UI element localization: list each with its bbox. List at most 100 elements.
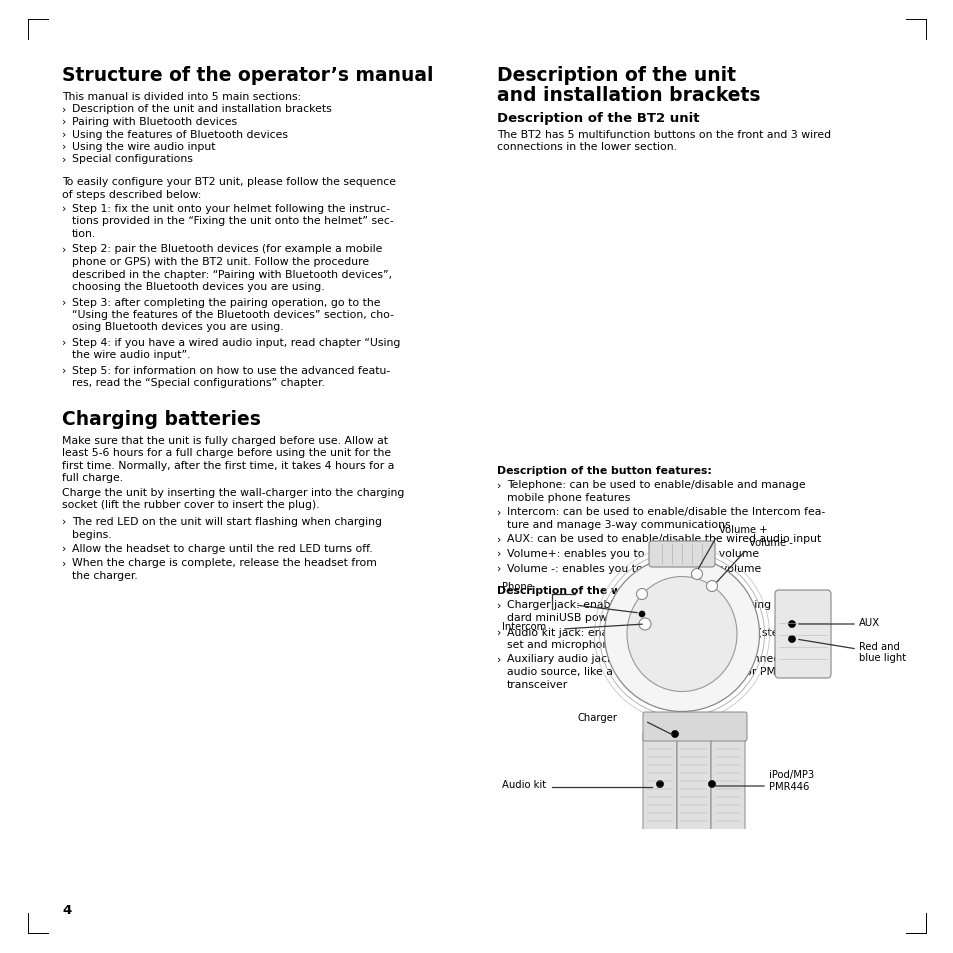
Text: Using the wire audio input: Using the wire audio input [71,142,215,152]
Text: mobile phone features: mobile phone features [506,493,630,502]
Text: ›: › [497,654,501,664]
Text: Volume -: Volume - [748,537,792,547]
Text: dard miniUSB power supply: dard miniUSB power supply [506,613,658,622]
Text: ›: › [497,548,501,558]
Text: Audio kit jack: enable to connect an audio kit (stereo head-: Audio kit jack: enable to connect an aud… [506,627,830,637]
Text: 4: 4 [62,903,71,916]
Text: audio source, like a stereo iPod/MP3 player or PMR446: audio source, like a stereo iPod/MP3 pla… [506,666,803,677]
Circle shape [788,620,795,628]
Text: The BT2 has 5 multifunction buttons on the front and 3 wired: The BT2 has 5 multifunction buttons on t… [497,130,830,140]
Text: Make sure that the unit is fully charged before use. Allow at: Make sure that the unit is fully charged… [62,436,388,446]
Text: the wire audio input”.: the wire audio input”. [71,350,191,360]
Text: Red and: Red and [858,641,899,651]
Text: Description of the button features:: Description of the button features: [497,465,711,476]
Text: Auxiliary audio jack (AUX): can be used to connect an: Auxiliary audio jack (AUX): can be used … [506,654,800,664]
Text: Step 3: after completing the pairing operation, go to the: Step 3: after completing the pairing ope… [71,297,380,307]
Text: Charger jack: enables to recharge the unit using a stan-: Charger jack: enables to recharge the un… [506,599,811,610]
Text: Description of the wired connections: Description of the wired connections [497,585,721,596]
Text: ›: › [62,366,67,375]
Text: This manual is divided into 5 main sections:: This manual is divided into 5 main secti… [62,91,301,102]
Circle shape [788,636,795,643]
Text: Charge the unit by inserting the wall-charger into the charging: Charge the unit by inserting the wall-ch… [62,488,404,497]
Text: Pairing with Bluetooth devices: Pairing with Bluetooth devices [71,117,237,127]
Text: ture and manage 3-way communications: ture and manage 3-way communications [506,519,730,530]
Circle shape [636,589,647,599]
Text: ›: › [62,297,67,307]
Circle shape [639,612,644,618]
Text: ›: › [62,558,67,568]
Text: tions provided in the “Fixing the unit onto the helmet” sec-: tions provided in the “Fixing the unit o… [71,216,394,226]
Text: iPod/MP3: iPod/MP3 [768,769,813,780]
Text: Special configurations: Special configurations [71,154,193,164]
Text: connections in the lower section.: connections in the lower section. [497,142,677,152]
Text: ›: › [62,142,67,152]
Text: Step 2: pair the Bluetooth devices (for example a mobile: Step 2: pair the Bluetooth devices (for … [71,244,382,254]
Text: Charging batteries: Charging batteries [62,410,260,429]
Text: Structure of the operator’s manual: Structure of the operator’s manual [62,66,433,85]
Text: The red LED on the unit will start flashing when charging: The red LED on the unit will start flash… [71,517,381,526]
Text: ›: › [497,627,501,637]
Text: “Using the features of the Bluetooth devices” section, cho-: “Using the features of the Bluetooth dev… [71,310,394,319]
Text: ›: › [497,563,501,573]
Text: Allow the headset to charge until the red LED turns off.: Allow the headset to charge until the re… [71,543,373,554]
Text: ›: › [62,105,67,114]
Text: Step 1: fix the unit onto your helmet following the instruc-: Step 1: fix the unit onto your helmet fo… [71,204,390,213]
Text: Step 4: if you have a wired audio input, read chapter “Using: Step 4: if you have a wired audio input,… [71,337,400,348]
Text: tion.: tion. [71,229,96,239]
FancyBboxPatch shape [648,541,714,567]
Ellipse shape [626,577,737,692]
Text: ›: › [497,534,501,544]
Text: least 5-6 hours for a full charge before using the unit for the: least 5-6 hours for a full charge before… [62,448,391,458]
Text: transceiver: transceiver [506,679,568,689]
Text: of steps described below:: of steps described below: [62,190,201,199]
Circle shape [671,731,678,738]
Circle shape [706,581,717,592]
FancyBboxPatch shape [774,590,830,679]
Text: AUX: AUX [858,618,880,627]
Text: ›: › [62,543,67,554]
Text: ›: › [497,480,501,490]
FancyBboxPatch shape [677,732,710,831]
Text: ›: › [62,244,67,254]
Text: Description of the unit: Description of the unit [497,66,735,85]
Text: first time. Normally, after the first time, it takes 4 hours for a: first time. Normally, after the first ti… [62,460,394,471]
Text: blue light: blue light [858,652,905,662]
Text: osing Bluetooth devices you are using.: osing Bluetooth devices you are using. [71,322,283,333]
Text: ›: › [497,599,501,610]
Text: ›: › [497,507,501,517]
Text: AUX: can be used to enable/disable the wired audio input: AUX: can be used to enable/disable the w… [506,534,821,544]
Text: socket (lift the rubber cover to insert the plug).: socket (lift the rubber cover to insert … [62,500,319,510]
Ellipse shape [604,557,759,712]
FancyBboxPatch shape [642,712,746,741]
Text: ›: › [62,130,67,139]
Text: Description of the BT2 unit: Description of the BT2 unit [497,112,699,125]
Text: Volume+: enables you to increase the volume: Volume+: enables you to increase the vol… [506,548,759,558]
Text: Volume -: enables you to decrease the volume: Volume -: enables you to decrease the vo… [506,563,760,573]
Text: Charger: Charger [577,712,617,722]
Text: Phone: Phone [501,581,533,592]
FancyBboxPatch shape [710,732,744,831]
Text: Audio kit: Audio kit [501,780,545,789]
Text: Intercom: Intercom [501,621,546,631]
Text: ›: › [62,154,67,164]
FancyBboxPatch shape [642,732,677,831]
Circle shape [691,569,701,579]
Text: phone or GPS) with the BT2 unit. Follow the procedure: phone or GPS) with the BT2 unit. Follow … [71,256,369,267]
Circle shape [656,781,662,788]
Text: Intercom: can be used to enable/disable the Intercom fea-: Intercom: can be used to enable/disable … [506,507,824,517]
Text: Volume +: Volume + [719,524,767,535]
Text: full charge.: full charge. [62,473,123,483]
Text: ›: › [62,204,67,213]
Text: Description of the unit and installation brackets: Description of the unit and installation… [71,105,332,114]
Text: To easily configure your BT2 unit, please follow the sequence: To easily configure your BT2 unit, pleas… [62,177,395,187]
Text: res, read the “Special configurations” chapter.: res, read the “Special configurations” c… [71,378,325,388]
Text: When the charge is complete, release the headset from: When the charge is complete, release the… [71,558,376,568]
Text: set and microphone): set and microphone) [506,639,619,649]
Text: Step 5: for information on how to use the advanced featu-: Step 5: for information on how to use th… [71,366,390,375]
Text: ›: › [62,337,67,348]
Text: ›: › [62,517,67,526]
Text: begins.: begins. [71,529,112,539]
Circle shape [708,781,715,788]
Text: Telephone: can be used to enable/disable and manage: Telephone: can be used to enable/disable… [506,480,804,490]
Text: described in the chapter: “Pairing with Bluetooth devices”,: described in the chapter: “Pairing with … [71,269,392,279]
